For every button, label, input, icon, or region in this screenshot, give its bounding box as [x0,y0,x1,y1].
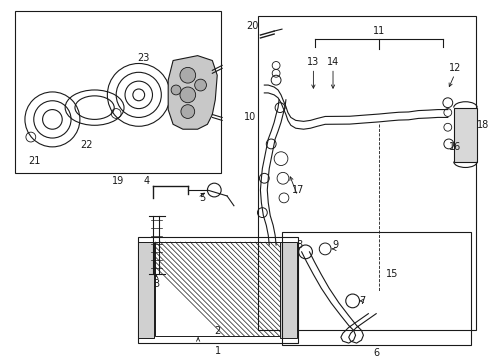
Text: 20: 20 [246,21,258,31]
Circle shape [180,67,195,83]
Bar [280,242,296,338]
Text: 18: 18 [476,120,488,130]
Circle shape [171,85,181,95]
Text: 9: 9 [331,240,337,250]
Text: 17: 17 [291,185,303,195]
Bar [138,242,154,338]
Text: 1: 1 [214,346,221,356]
Text: 4: 4 [143,176,149,186]
Text: 12: 12 [447,63,460,73]
Text: 14: 14 [326,58,339,67]
Polygon shape [168,56,217,129]
Bar [258,17,475,330]
Bar [15,12,221,174]
Text: 7: 7 [359,296,365,306]
Bar [155,242,280,336]
Bar [138,237,297,343]
Bar [282,232,470,345]
Text: 15: 15 [385,269,397,279]
Text: 21: 21 [28,156,41,166]
Text: 19: 19 [112,176,124,186]
Text: 8: 8 [296,240,302,250]
Circle shape [194,79,206,91]
Bar [453,108,476,162]
Text: 16: 16 [447,142,460,152]
Circle shape [181,105,194,118]
Text: 3: 3 [153,279,159,289]
Text: 11: 11 [372,26,385,36]
Circle shape [180,87,195,103]
Text: 22: 22 [81,140,93,150]
Text: 2: 2 [214,326,221,336]
Text: 10: 10 [243,112,255,122]
Text: 6: 6 [373,348,379,358]
Text: 13: 13 [306,58,319,67]
Text: 5: 5 [199,193,205,203]
Text: 23: 23 [137,53,149,63]
